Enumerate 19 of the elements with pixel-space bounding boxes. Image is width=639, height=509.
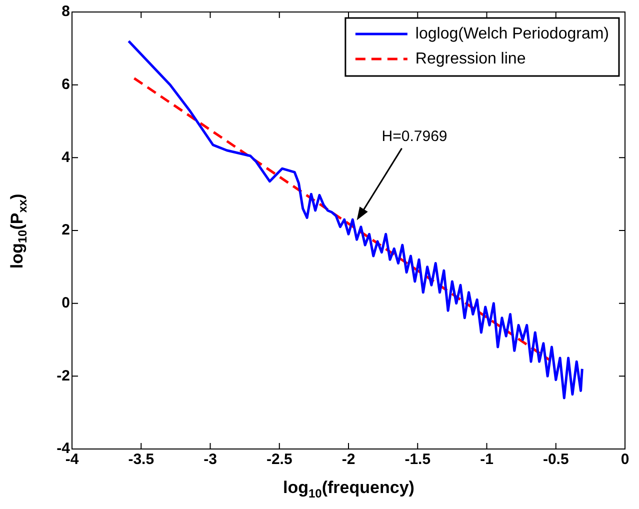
y-tick-label: 6 [62,76,70,93]
x-tick-label: 0 [620,451,630,468]
legend-label: Regression line [415,50,526,68]
x-tick-label: -0.5 [542,451,569,468]
y-tick-label: -4 [56,440,71,458]
x-tick-label: -1.5 [404,451,431,468]
y-tick-label: 4 [62,148,71,166]
annotation: H=0.7969 [382,128,448,145]
x-tick-label: -2 [342,451,356,468]
x-tick-label: -2.5 [266,451,292,468]
legend-label: loglog(Welch Periodogram) [415,25,610,42]
y-tick-label: 0 [62,294,70,312]
x-axis-title: log$_{10}$(frequency) [283,478,414,500]
x-tick-label: -3.5 [128,451,154,468]
y-tick-label: 8 [62,3,70,20]
y-tick-label: -2 [56,367,70,384]
x-tick-label: -3 [204,451,217,468]
y-tick-label: 2 [62,222,70,239]
x-tick-label: -1 [480,451,494,468]
